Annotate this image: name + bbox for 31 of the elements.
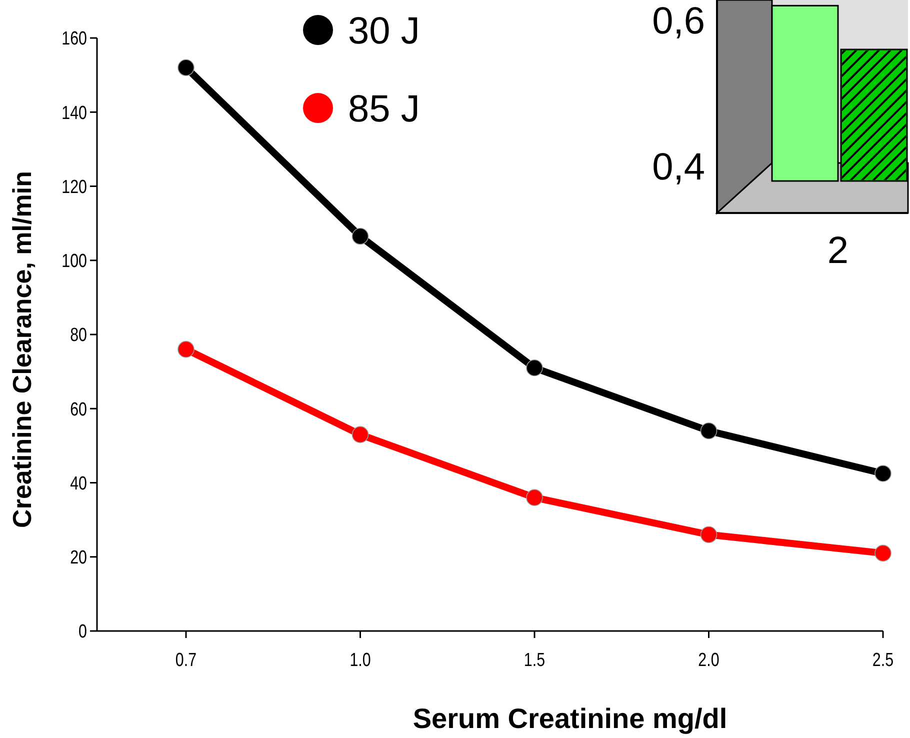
- point: [526, 359, 543, 376]
- point: [178, 340, 194, 358]
- point: [352, 228, 369, 245]
- x-tick-label: 1.5: [524, 648, 546, 670]
- legend-label: 30 J: [348, 10, 420, 52]
- y-tick-label: 140: [62, 101, 87, 124]
- y-tick-label: 20: [70, 546, 87, 568]
- y-tick-label: 0,4: [652, 146, 705, 189]
- x-tick-label: 2.0: [698, 648, 720, 670]
- point: [700, 526, 718, 544]
- y-tick-label: 40: [70, 472, 87, 494]
- point: [874, 465, 892, 482]
- point: [178, 59, 194, 76]
- x-axis-title: Serum Creatinine mg/dl: [412, 703, 728, 734]
- point: [874, 544, 892, 562]
- point: [700, 422, 718, 440]
- y-tick-label: 0: [78, 620, 87, 642]
- x-tick-label: 1.0: [350, 648, 371, 670]
- y-tick-label: 0,6: [652, 0, 705, 43]
- y-tick-label: 80: [70, 323, 87, 346]
- x-tick-label: 2: [827, 230, 849, 272]
- y-tick-label: 120: [62, 175, 87, 198]
- y-axis-title: Creatinine Clearance, ml/min: [7, 171, 37, 528]
- legend-label: 85 J: [348, 88, 420, 130]
- y-tick-label: 160: [62, 26, 87, 50]
- y-tick-label: 100: [62, 249, 87, 272]
- x-tick-label: 0.7: [175, 648, 197, 670]
- x-tick-label: 2.5: [872, 648, 894, 670]
- y-tick-label: 60: [70, 398, 87, 420]
- point: [352, 426, 369, 443]
- point: [526, 489, 543, 506]
